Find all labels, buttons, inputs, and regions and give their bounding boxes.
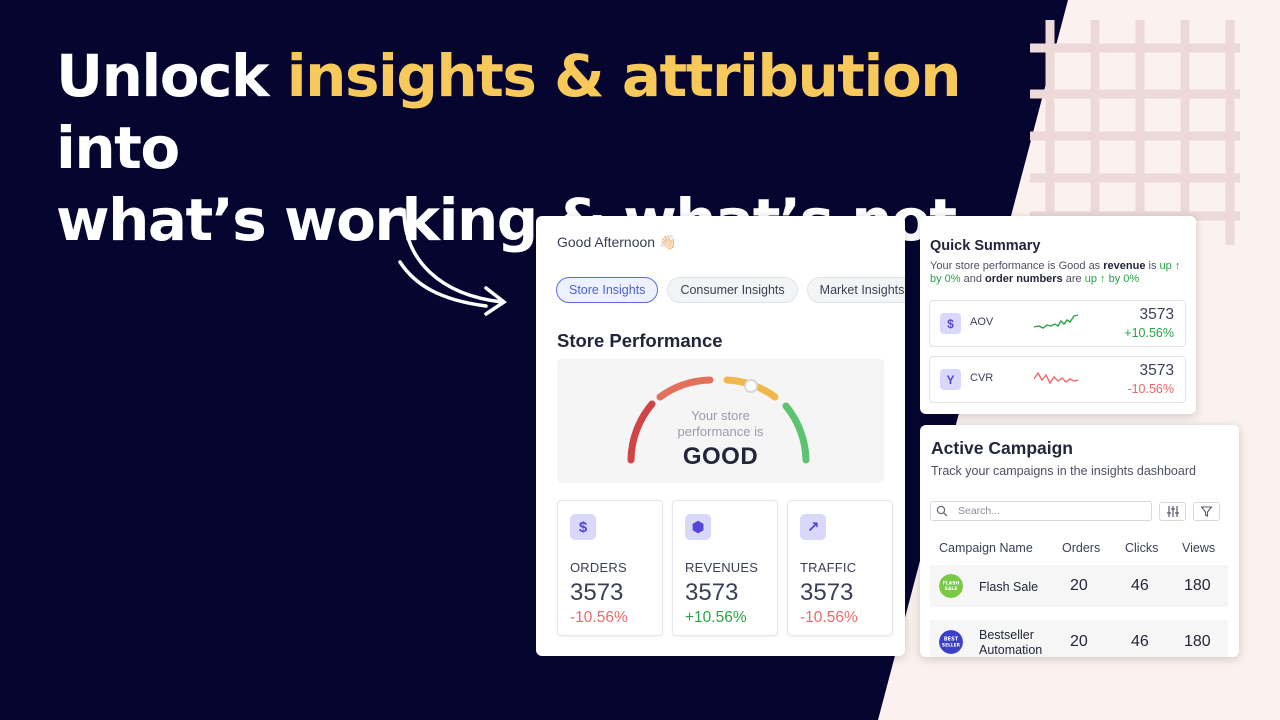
metric-aov[interactable]: $ AOV 3573 +10.56% xyxy=(929,300,1186,347)
metric-value: 3573 xyxy=(1139,306,1174,323)
stat-revenues: ⬢ REVENUES 3573 +10.56% xyxy=(672,500,778,636)
gauge-caption-2: performance is xyxy=(677,424,764,439)
active-campaign-subtitle: Track your campaigns in the insights das… xyxy=(931,464,1196,478)
campaign-clicks: 46 xyxy=(1131,633,1149,650)
stat-value: 3573 xyxy=(685,579,739,606)
sliders-icon xyxy=(1166,506,1179,517)
stat-value: 3573 xyxy=(570,579,624,606)
adjust-columns-button[interactable] xyxy=(1159,502,1186,521)
stat-label: REVENUES xyxy=(685,560,759,575)
svg-text:SALE: SALE xyxy=(945,586,958,592)
metric-label: CVR xyxy=(970,372,994,384)
curved-arrow-icon xyxy=(398,208,507,316)
dollar-icon: $ xyxy=(940,313,961,334)
search-icon xyxy=(936,505,948,517)
insight-tabs: Store Insights Consumer Insights Market … xyxy=(556,277,905,303)
gauge-status: GOOD xyxy=(682,443,759,470)
column-header-orders[interactable]: Orders xyxy=(1062,541,1101,555)
metric-label: AOV xyxy=(970,316,994,328)
gauge-needle-knob xyxy=(744,379,758,393)
stat-label: TRAFFIC xyxy=(800,560,857,575)
trend-up-icon: ↗ xyxy=(800,514,826,540)
campaign-name: Flash Sale xyxy=(979,580,1039,594)
table-row[interactable]: BEST SELLER Bestseller Automation 20 46 … xyxy=(930,620,1228,657)
quick-summary-title: Quick Summary xyxy=(930,238,1041,254)
campaign-views: 180 xyxy=(1184,633,1211,650)
sparkline-up xyxy=(1034,314,1078,329)
filter-button[interactable] xyxy=(1193,502,1220,521)
campaign-orders: 20 xyxy=(1070,633,1088,650)
active-campaign-title: Active Campaign xyxy=(931,438,1073,458)
svg-text:SELLER: SELLER xyxy=(942,643,961,649)
metric-cvr[interactable]: Y CVR 3573 -10.56% xyxy=(929,356,1186,403)
stat-traffic: ↗ TRAFFIC 3573 -10.56% xyxy=(787,500,893,636)
metric-value: 3573 xyxy=(1139,362,1174,379)
filter-funnel-icon: Y xyxy=(940,369,961,390)
quick-summary-text: Your store performance is Good as revenu… xyxy=(930,260,1181,285)
stat-label: ORDERS xyxy=(570,560,627,575)
stat-change: -10.56% xyxy=(570,609,628,626)
campaign-orders: 20 xyxy=(1070,577,1088,594)
svg-text:BEST: BEST xyxy=(944,637,959,643)
dollar-icon: $ xyxy=(570,514,596,540)
greeting: Good Afternoon 👋🏻 xyxy=(557,234,677,250)
stats-row: $ ORDERS 3573 -10.56% ⬢ REVENUES 3573 +1… xyxy=(557,500,893,636)
gauge-caption-1: Your store xyxy=(691,408,750,423)
stat-change: +10.56% xyxy=(685,609,747,626)
stat-value: 3573 xyxy=(800,579,854,606)
headline-line-1: Unlock insights & attribution into xyxy=(56,42,962,182)
campaign-clicks: 46 xyxy=(1131,577,1149,594)
flash-sale-logo: FLASH SALE xyxy=(939,574,963,598)
active-campaign-card: Active Campaign Track your campaigns in … xyxy=(920,425,1239,657)
campaign-name: Bestseller Automation xyxy=(979,628,1043,657)
search-placeholder: Search... xyxy=(958,505,1001,517)
headline-highlight: insights & attribution xyxy=(286,42,962,110)
box-icon: ⬢ xyxy=(685,514,711,540)
tab-store-insights[interactable]: Store Insights xyxy=(556,277,659,303)
gauge-arc xyxy=(627,376,810,464)
sparkline-down xyxy=(1034,371,1078,385)
search-input[interactable]: Search... xyxy=(930,501,1152,521)
tab-market-insights[interactable]: Market Insights xyxy=(806,277,905,303)
filter-funnel-icon xyxy=(1201,506,1212,517)
stat-orders: $ ORDERS 3573 -10.56% xyxy=(557,500,663,636)
store-performance-title: Store Performance xyxy=(557,330,723,351)
performance-gauge: Your store performance is GOOD xyxy=(557,359,884,483)
metric-change: -10.56% xyxy=(1127,382,1174,396)
metric-change: +10.56% xyxy=(1124,326,1174,340)
column-header-campaign-name[interactable]: Campaign Name xyxy=(939,541,1033,555)
bestseller-logo: BEST SELLER xyxy=(939,630,963,654)
column-header-views[interactable]: Views xyxy=(1182,541,1216,555)
stat-change: -10.56% xyxy=(800,609,858,626)
campaign-views: 180 xyxy=(1184,577,1211,594)
store-dashboard-card: Good Afternoon 👋🏻 Store Insights Consume… xyxy=(536,216,905,656)
quick-summary-card: Quick Summary Your store performance is … xyxy=(920,216,1196,414)
tab-consumer-insights[interactable]: Consumer Insights xyxy=(667,277,798,303)
table-row[interactable]: FLASH SALE Flash Sale 20 46 180 xyxy=(930,565,1228,607)
column-header-clicks[interactable]: Clicks xyxy=(1125,541,1159,555)
svg-text:FLASH: FLASH xyxy=(943,581,960,587)
